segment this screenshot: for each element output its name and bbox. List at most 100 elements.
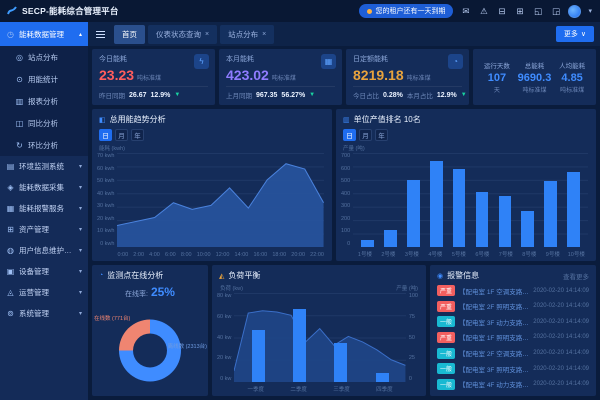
- y-tick: 30 kwh: [97, 203, 115, 210]
- bar-column: [425, 153, 448, 247]
- alarm-list-item[interactable]: 一般【配电室 2F 空调支路】通讯中断 1小时 2020-02-20 14:14:…: [437, 347, 589, 359]
- stat-card-unit: 吨标准煤: [137, 76, 162, 82]
- sidebar-group-active[interactable]: ◷ 能耗数据管理 ▴: [0, 22, 88, 46]
- report-icon: ▥: [15, 96, 24, 106]
- alarm-more-link[interactable]: 查看更多: [563, 273, 589, 281]
- fullscreen-icon[interactable]: ◲: [551, 5, 560, 16]
- toggle-日[interactable]: 日: [343, 129, 356, 141]
- chevron-down-icon[interactable]: ▾: [588, 8, 592, 15]
- bar-column: [279, 293, 320, 382]
- tab-item[interactable]: 首页: [114, 24, 145, 44]
- sidebar-group-collect[interactable]: ◈ 能耗数据采集 ▾: [0, 177, 88, 198]
- trend-down-icon: ▼: [174, 92, 181, 98]
- y-tick: 100: [408, 293, 418, 299]
- sidebar-item-cycle[interactable]: ↻ 环比分析: [0, 134, 88, 156]
- stat-card-value-row: 423.02 吨标准煤: [226, 68, 335, 82]
- x-tick: 14:00: [234, 252, 249, 258]
- chevron-down-icon: ▾: [78, 269, 82, 275]
- sidebar-item-pin[interactable]: ◎ 站点分布: [0, 46, 88, 68]
- sidebar: ◷ 能耗数据管理 ▴ ◎ 站点分布 ⊙ 用能统计 ▥ 报表分析 ◫ 同比分析 ↻ 环比分析 ▤ 环境监测系统…: [0, 22, 88, 400]
- sidebar-group-device[interactable]: ▣ 设备管理 ▾: [0, 261, 88, 282]
- more-button[interactable]: 更多 ∨: [555, 26, 594, 42]
- sidebar-group-system[interactable]: ⊚ 系统管理 ▾: [0, 303, 88, 324]
- donut-chart: 在线数 (771台) 离线数 (2313台): [92, 299, 208, 396]
- bar: [498, 195, 512, 247]
- bar: [429, 161, 443, 247]
- sidebar-item-compare[interactable]: ◫ 同比分析: [0, 112, 88, 134]
- notice-text: 您的租户还有一天到期: [375, 8, 446, 15]
- bar-column: [402, 153, 425, 247]
- alarm-text: 【配电室 3F 动力支路】通讯中断 1小时: [459, 319, 529, 327]
- pin-icon: ◎: [16, 52, 23, 62]
- footer-value: 12.9%: [436, 91, 457, 99]
- lock-icon[interactable]: ⊟: [498, 5, 506, 16]
- sidebar-item-report[interactable]: ▥ 报表分析: [0, 90, 88, 112]
- stat-card-footer: 上月同期 967.35 56.27% ▼: [226, 86, 335, 100]
- sidebar-group-env[interactable]: ▤ 环境监测系统 ▾: [0, 156, 88, 177]
- footer-label: 昨日同期: [99, 93, 125, 100]
- x-tick: 16:00: [253, 252, 268, 258]
- alarm-list-item[interactable]: 一般【配电室 3F 动力支路】通讯中断 1小时 2020-02-20 14:14:…: [437, 316, 589, 328]
- toggle-年[interactable]: 年: [131, 129, 144, 141]
- x-tick: 一季度: [247, 387, 265, 393]
- load-chart: 80 kw 60 kw 40 kw 20 kw 0 kw 一季度 二季度 三季度 四季度 10…: [212, 293, 426, 396]
- online-panel-title: 监测点在线分析: [107, 271, 164, 280]
- footer-value: 56.27%: [281, 91, 306, 99]
- bar-column: [356, 153, 379, 247]
- trend-x-ticks: 0:00 2:00 4:00 6:00 8:00 10:00 12:00 14:00 16:00…: [117, 247, 324, 258]
- brand-title: SECP-能耗综合管理平台: [22, 6, 119, 16]
- tenant-expiry-notice[interactable]: 您的租户还有一天到期: [359, 4, 454, 18]
- sidebar-item-stats[interactable]: ⊙ 用能统计: [0, 68, 88, 90]
- alarm-list-item[interactable]: 一般【配电室 4F 动力支路】通讯中断 1小时 2020-02-20 14:14:…: [437, 378, 589, 390]
- sidebar-group-label: 能耗数据采集: [19, 183, 64, 192]
- tab-close-icon[interactable]: ×: [262, 30, 267, 38]
- sidebar-group-label: 系统管理: [19, 309, 49, 318]
- alarm-list-item[interactable]: 严重【配电室 1F 空调支路】通讯中断 1小时 2020-02-20 14:14:…: [437, 285, 589, 297]
- y-tick: 50: [408, 334, 415, 341]
- stat-card-value: 23.23: [99, 67, 135, 83]
- tab-item[interactable]: 仪表状态查询 ×: [148, 24, 218, 44]
- ranking-period-toggles: 日月年: [336, 127, 596, 143]
- footer-value: 12.9%: [150, 91, 171, 99]
- tab-item[interactable]: 站点分布 ×: [220, 24, 275, 44]
- stat-card-value-row: 23.23 吨标准煤: [99, 68, 208, 82]
- footer-label: 上月同期: [226, 93, 252, 100]
- summary-unit: 吨标准煤: [560, 88, 585, 94]
- toggle-月[interactable]: 月: [115, 129, 128, 141]
- trend-y-axis-title: 能耗 (kwh): [99, 146, 125, 152]
- sidebar-group-asset[interactable]: ⊞ 资产管理 ▾: [0, 219, 88, 240]
- avatar[interactable]: [568, 4, 582, 18]
- alarm-list-item[interactable]: 严重【配电室 1F 照明支路】通讯中断 1小时 2020-02-20 14:14:…: [437, 331, 589, 343]
- brand-logo-icon: [7, 6, 17, 15]
- message-icon[interactable]: ✉: [462, 5, 470, 16]
- donut-ring: [119, 318, 181, 381]
- ranking-y-axis-title: 产量 (吨): [343, 146, 365, 152]
- bar: [544, 180, 557, 247]
- sidebar-group-alarm-service[interactable]: ▦ 能耗报警服务 ▾: [0, 198, 88, 219]
- sidebar-group-label: 用户信息维护管理: [19, 246, 75, 255]
- x-tick: 12:00: [215, 252, 230, 258]
- y-tick: 200: [341, 215, 351, 222]
- stat-card: 日定额能耗 8219.18 吨标准煤 今日占比 0.28% 本月占比 12.9% ▼ ◔: [346, 49, 469, 105]
- toggle-年[interactable]: 年: [375, 129, 388, 141]
- stat-card-unit: 吨标准煤: [271, 76, 296, 82]
- alarm-list-item[interactable]: 一般【配电室 3F 照明支路】通讯中断 1小时 2020-02-20 14:14:…: [437, 363, 589, 375]
- calendar-icon: ▦: [321, 54, 336, 69]
- copy-icon[interactable]: ◱: [533, 5, 542, 16]
- footer-label: 本月占比: [406, 93, 433, 100]
- ranking-chart: 700 600 500 400 300 200 100 0 1号楼 2号楼 3号楼 4号楼 5号楼 6号…: [336, 153, 596, 261]
- alarm-list-item[interactable]: 严重【配电室 2F 照明支路】通讯中断 1小时 2020-02-20 14:14:…: [437, 300, 589, 312]
- hamburger-icon[interactable]: [94, 29, 107, 40]
- tab-close-icon[interactable]: ×: [205, 30, 210, 38]
- footer-value: 26.67: [129, 91, 147, 99]
- y-tick: 40 kw: [217, 334, 232, 341]
- alert-icon[interactable]: ⚠: [480, 5, 488, 16]
- toggle-日[interactable]: 日: [99, 129, 112, 141]
- sidebar-group-user[interactable]: ◍ 用户信息维护管理 ▾: [0, 240, 88, 261]
- sidebar-group-ops[interactable]: ◬ 运营管理 ▾: [0, 282, 88, 303]
- x-tick: 7号楼: [498, 252, 513, 258]
- clean-icon[interactable]: ⊞: [516, 5, 524, 16]
- asset-icon: ⊞: [7, 225, 14, 234]
- bar: [361, 239, 374, 247]
- toggle-月[interactable]: 月: [359, 129, 372, 141]
